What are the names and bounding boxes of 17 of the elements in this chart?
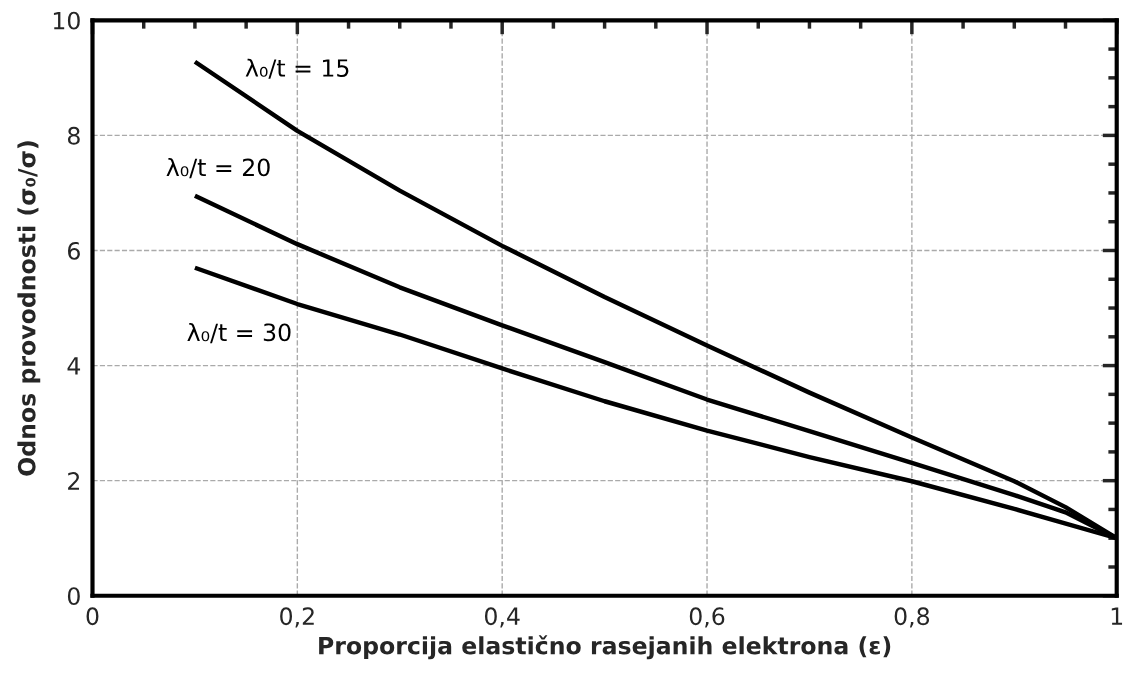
x-axis-title: Proporcija elastično rasejanih elektrona (ε) bbox=[319, 635, 891, 660]
y-axis-title: Odnos provodnosti (σ₀/σ) bbox=[17, 141, 41, 476]
y-tick-label: 8 bbox=[67, 126, 80, 145]
y-tick-label: 10 bbox=[53, 11, 80, 30]
series-label: λ₀/t = 30 bbox=[187, 322, 291, 344]
x-tick-label: 0 bbox=[86, 607, 99, 626]
x-tick-label: 0,6 bbox=[689, 607, 725, 628]
y-tick-label: 4 bbox=[67, 357, 81, 375]
y-tick-label: 2 bbox=[68, 472, 80, 490]
y-tick-label: 0 bbox=[67, 587, 80, 606]
series-label: λ₀/t = 15 bbox=[245, 58, 349, 79]
x-tick-label: 0,4 bbox=[484, 607, 520, 628]
x-tick-label: 0,8 bbox=[894, 607, 930, 628]
x-tick-label: 1 bbox=[1111, 607, 1123, 625]
x-tick-label: 0,2 bbox=[280, 607, 314, 628]
y-tick-label: 6 bbox=[68, 241, 80, 260]
series-label: λ₀/t = 20 bbox=[166, 158, 270, 179]
